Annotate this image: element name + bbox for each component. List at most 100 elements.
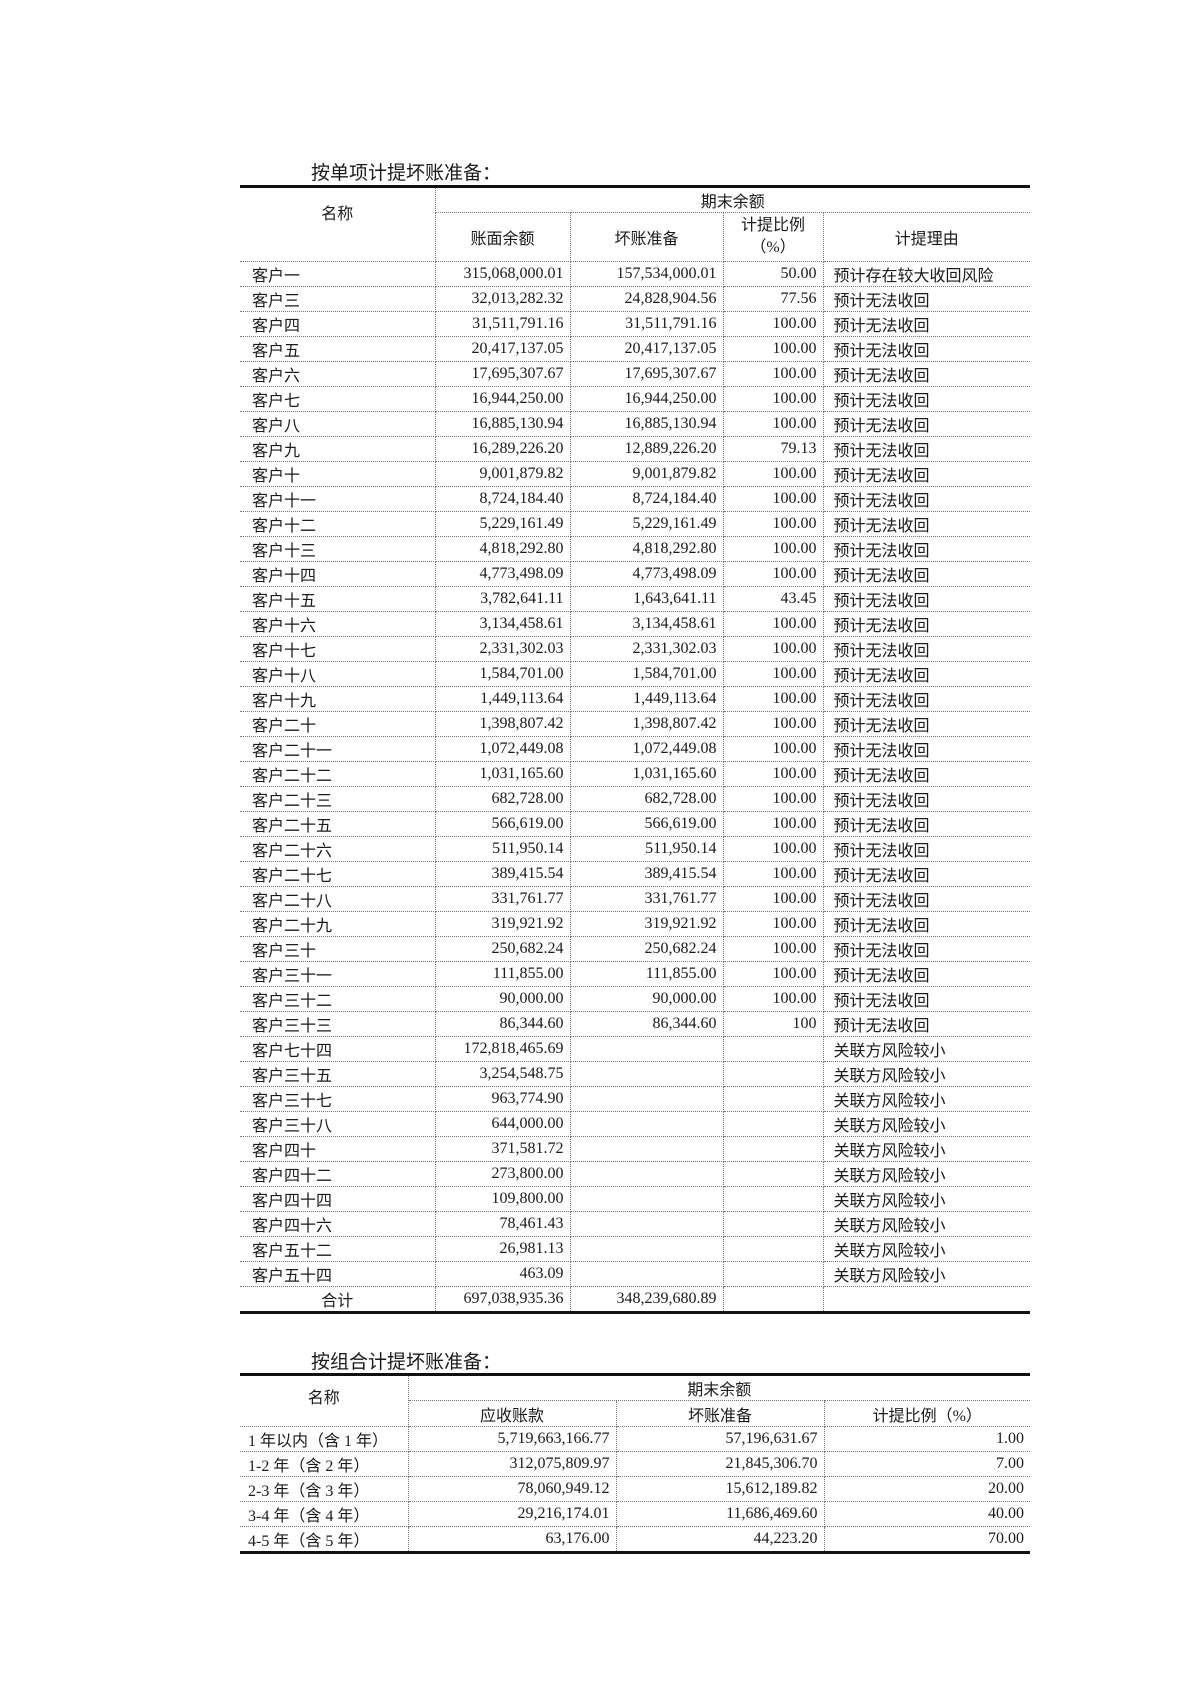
customer-name-cell: 客户十八 <box>240 661 436 687</box>
customer-name-cell: 客户四十二 <box>240 1161 436 1187</box>
bad-debt-cell: 1,643,641.11 <box>569 586 724 612</box>
reason-cell: 关联方风险较小 <box>822 1211 1031 1237</box>
bad-debt-cell: 1,031,165.60 <box>569 761 724 787</box>
table-row: 客户二十九 319,921.92 319,921.92 100.00 预计无法收回 <box>240 911 1031 937</box>
reason-cell: 预计无法收回 <box>822 836 1031 862</box>
aging-bucket-cell: 1-2 年（含 2 年） <box>240 1451 409 1477</box>
book-balance-cell: 963,774.90 <box>434 1086 571 1112</box>
bad-debt-cell <box>569 1236 724 1262</box>
bad-debt-cell: 57,196,631.67 <box>615 1426 825 1452</box>
ratio-cell: 100.00 <box>722 636 824 662</box>
table-row: 客户二十七 389,415.54 389,415.54 100.00 预计无法收回 <box>240 861 1031 887</box>
customer-name-cell: 客户三十八 <box>240 1111 436 1137</box>
bad-debt-cell <box>569 1061 724 1087</box>
ratio-cell <box>722 1211 824 1237</box>
customer-name-cell: 客户二十七 <box>240 861 436 887</box>
ratio-cell: 100.00 <box>722 861 824 887</box>
total-row: 合计 697,038,935.36 348,239,680.89 <box>240 1286 1031 1313</box>
ratio-cell: 100.00 <box>722 886 824 912</box>
customer-name-cell: 客户十二 <box>240 511 436 537</box>
table-row: 客户三十 250,682.24 250,682.24 100.00 预计无法收回 <box>240 936 1031 962</box>
customer-name-cell: 客户三十二 <box>240 986 436 1012</box>
aging-bucket-cell: 2-3 年（含 3 年） <box>240 1476 409 1502</box>
book-balance-cell: 3,254,548.75 <box>434 1061 571 1087</box>
book-balance-cell: 1,398,807.42 <box>434 711 571 737</box>
bad-debt-cell: 16,885,130.94 <box>569 411 724 437</box>
bad-debt-cell <box>569 1136 724 1162</box>
reason-cell: 预计无法收回 <box>822 461 1031 487</box>
bad-debt-cell: 511,950.14 <box>569 836 724 862</box>
table-row: 客户七十四 172,818,465.69 关联方风险较小 <box>240 1036 1031 1062</box>
bad-debt-cell: 11,686,469.60 <box>615 1501 825 1527</box>
ratio-cell: 100.00 <box>722 661 824 687</box>
receivable-cell: 29,216,174.01 <box>407 1501 617 1527</box>
customer-name-cell: 客户一 <box>240 261 436 287</box>
ratio-cell <box>722 1261 824 1287</box>
reason-cell: 预计存在较大收回风险 <box>822 261 1031 287</box>
bad-debt-cell <box>569 1186 724 1212</box>
ratio-cell: 100.00 <box>722 386 824 412</box>
ratio-cell <box>722 1161 824 1187</box>
table-row: 客户四十四 109,800.00 关联方风险较小 <box>240 1186 1031 1212</box>
reason-cell: 预计无法收回 <box>822 386 1031 412</box>
table-row: 客户十二 5,229,161.49 5,229,161.49 100.00 预计无法收回 <box>240 511 1031 537</box>
reason-cell: 预计无法收回 <box>822 561 1031 587</box>
ratio-cell: 7.00 <box>823 1451 1031 1477</box>
book-balance-cell: 86,344.60 <box>434 1011 571 1037</box>
reason-cell: 预计无法收回 <box>822 911 1031 937</box>
bad-debt-cell <box>569 1036 724 1062</box>
ratio-cell: 70.00 <box>823 1526 1031 1553</box>
ratio-cell <box>722 1236 824 1262</box>
reason-cell: 预计无法收回 <box>822 311 1031 337</box>
reason-cell: 关联方风险较小 <box>822 1136 1031 1162</box>
bad-debt-cell: 5,229,161.49 <box>569 511 724 537</box>
bad-debt-cell: 20,417,137.05 <box>569 336 724 362</box>
book-balance-cell: 16,885,130.94 <box>434 411 571 437</box>
ratio-cell: 100.00 <box>722 836 824 862</box>
aging-bucket-cell: 1 年以内（含 1 年） <box>240 1426 409 1452</box>
table-row: 客户二十五 566,619.00 566,619.00 100.00 预计无法收回 <box>240 811 1031 837</box>
book-balance-cell: 16,289,226.20 <box>434 436 571 462</box>
book-balance-cell: 90,000.00 <box>434 986 571 1012</box>
bad-debt-cell: 319,921.92 <box>569 911 724 937</box>
book-balance-cell: 1,584,701.00 <box>434 661 571 687</box>
bad-debt-cell: 3,134,458.61 <box>569 611 724 637</box>
customer-name-cell: 客户二十六 <box>240 836 436 862</box>
table-row: 客户三十三 86,344.60 86,344.60 100 预计无法收回 <box>240 1011 1031 1037</box>
table-row: 客户六 17,695,307.67 17,695,307.67 100.00 预计无法收… <box>240 361 1031 387</box>
table-row: 客户十六 3,134,458.61 3,134,458.61 100.00 预计无法收回 <box>240 611 1031 637</box>
reason-cell: 预计无法收回 <box>822 486 1031 512</box>
book-balance-cell: 273,800.00 <box>434 1161 571 1187</box>
bad-debt-cell <box>569 1211 724 1237</box>
ratio-cell: 100.00 <box>722 311 824 337</box>
ratio-cell: 100.00 <box>722 361 824 387</box>
reason-cell: 关联方风险较小 <box>822 1261 1031 1287</box>
table-row: 2-3 年（含 3 年） 78,060,949.12 15,612,189.82 20… <box>240 1476 1031 1502</box>
customer-name-cell: 客户七十四 <box>240 1036 436 1062</box>
section1-title: 按单项计提坏账准备： <box>311 163 502 184</box>
ratio-cell <box>722 1286 824 1313</box>
bad-debt-cell: 16,944,250.00 <box>569 386 724 412</box>
book-balance-cell: 250,682.24 <box>434 936 571 962</box>
table-row: 1 年以内（含 1 年） 5,719,663,166.77 57,196,631.6… <box>240 1426 1031 1452</box>
book-balance-cell: 371,581.72 <box>434 1136 571 1162</box>
customer-name-cell: 客户十九 <box>240 686 436 712</box>
customer-name-cell: 客户十 <box>240 461 436 487</box>
bad-debt-cell: 566,619.00 <box>569 811 724 837</box>
ratio-cell: 100.00 <box>722 686 824 712</box>
reason-cell <box>822 1286 1031 1313</box>
table-row: 客户四十六 78,461.43 关联方风险较小 <box>240 1211 1031 1237</box>
reason-cell: 关联方风险较小 <box>822 1036 1031 1062</box>
header-book-balance: 账面余额 <box>435 212 571 262</box>
customer-name-cell: 客户四 <box>240 311 436 337</box>
ratio-cell: 100.00 <box>722 336 824 362</box>
header-ratio: 计提比例 （%） <box>722 212 824 262</box>
ratio-cell: 100.00 <box>722 911 824 937</box>
table-row: 客户十八 1,584,701.00 1,584,701.00 100.00 预计无法收回 <box>240 661 1031 687</box>
book-balance-cell: 109,800.00 <box>434 1186 571 1212</box>
customer-name-cell: 客户七 <box>240 386 436 412</box>
book-balance-cell: 3,134,458.61 <box>434 611 571 637</box>
bad-debt-cell: 4,773,498.09 <box>569 561 724 587</box>
ratio-cell: 100.00 <box>722 461 824 487</box>
customer-name-cell: 客户三 <box>240 286 436 312</box>
